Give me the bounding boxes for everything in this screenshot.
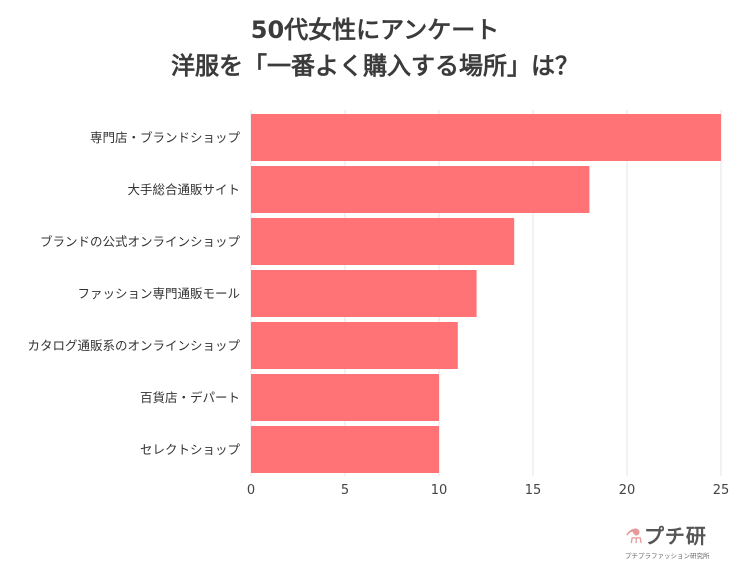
category-label: カタログ通販系のオンラインショップ [27, 338, 240, 353]
bar [251, 114, 721, 161]
x-tick-label: 15 [525, 483, 542, 498]
logo-text: ⚗プチ研 [625, 524, 707, 548]
bar [251, 218, 515, 265]
x-tick-label: 25 [713, 483, 730, 498]
category-label: セレクトショップ [140, 442, 241, 457]
category-label: ファッション専門通販モール [77, 286, 240, 301]
logo-subtext: プチプラファッション研究所 [625, 552, 710, 560]
category-label: 専門店・ブランドショップ [90, 130, 241, 145]
x-tick-label: 10 [431, 483, 448, 498]
x-tick-label: 0 [247, 483, 255, 498]
category-label: ブランドの公式オンラインショップ [40, 234, 241, 249]
bar [251, 426, 439, 473]
bar [251, 322, 458, 369]
x-tick-label: 20 [619, 483, 636, 498]
logo: ⚗プチ研 プチプラファッション研究所 [625, 520, 735, 560]
bar [251, 270, 477, 317]
chart-title-line-1: 50代女性にアンケート [250, 16, 500, 44]
bar [251, 374, 439, 421]
bar [251, 166, 590, 213]
category-label: 百貨店・デパート [140, 390, 240, 405]
category-label: 大手総合通販サイト [127, 182, 240, 197]
x-tick-label: 5 [341, 483, 349, 498]
chart-title-line-2: 洋服を「一番よく購入する場所」は？ [171, 52, 579, 80]
